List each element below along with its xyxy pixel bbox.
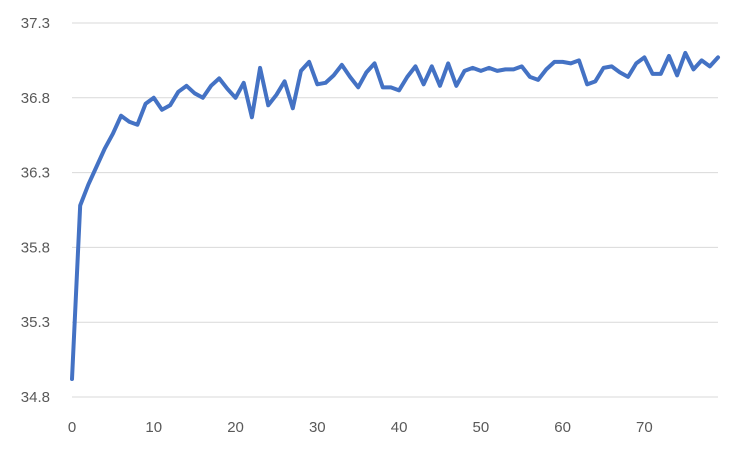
x-tick-label: 70 — [636, 419, 653, 436]
x-tick-label: 40 — [391, 419, 408, 436]
x-tick-label: 50 — [473, 419, 490, 436]
x-tick-label: 60 — [554, 419, 571, 436]
y-tick-label: 37.3 — [21, 15, 50, 32]
x-axis-ticks: 0 10 20 30 40 50 60 70 — [68, 419, 653, 436]
series-group — [70, 50, 720, 382]
series-line — [70, 50, 720, 382]
y-tick-label: 35.3 — [21, 314, 50, 331]
gridlines — [72, 22, 718, 398]
y-tick-label: 36.3 — [21, 165, 50, 182]
x-tick-label: 20 — [227, 419, 244, 436]
y-axis-ticks: 34.8 35.3 35.8 36.3 36.8 37.3 — [21, 15, 50, 406]
y-tick-label: 36.8 — [21, 90, 50, 107]
y-tick-label: 35.8 — [21, 239, 50, 256]
x-tick-label: 10 — [145, 419, 162, 436]
x-tick-label: 0 — [68, 419, 76, 436]
y-tick-label: 34.8 — [21, 389, 50, 406]
x-tick-label: 30 — [309, 419, 326, 436]
